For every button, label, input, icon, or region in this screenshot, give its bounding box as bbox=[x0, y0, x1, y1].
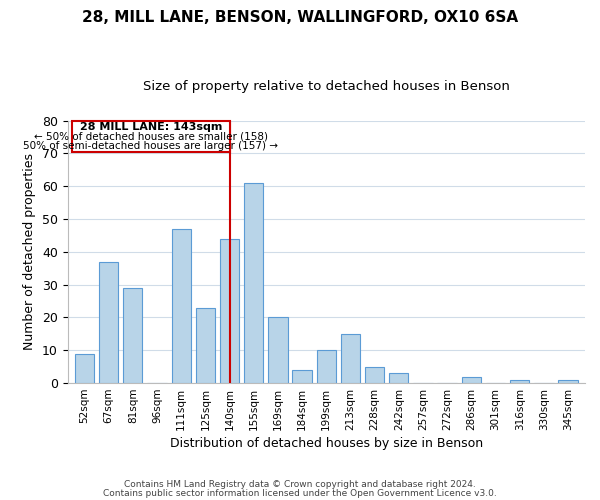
Bar bbox=[292, 370, 312, 383]
Text: Contains HM Land Registry data © Crown copyright and database right 2024.: Contains HM Land Registry data © Crown c… bbox=[124, 480, 476, 489]
Bar bbox=[389, 373, 409, 383]
Text: 28 MILL LANE: 143sqm: 28 MILL LANE: 143sqm bbox=[80, 122, 222, 132]
Y-axis label: Number of detached properties: Number of detached properties bbox=[23, 154, 36, 350]
FancyBboxPatch shape bbox=[73, 120, 230, 152]
Text: 28, MILL LANE, BENSON, WALLINGFORD, OX10 6SA: 28, MILL LANE, BENSON, WALLINGFORD, OX10… bbox=[82, 10, 518, 25]
Title: Size of property relative to detached houses in Benson: Size of property relative to detached ho… bbox=[143, 80, 510, 93]
Bar bbox=[196, 308, 215, 383]
Bar bbox=[341, 334, 360, 383]
X-axis label: Distribution of detached houses by size in Benson: Distribution of detached houses by size … bbox=[170, 437, 483, 450]
Bar bbox=[365, 366, 385, 383]
Bar bbox=[268, 318, 287, 383]
Bar bbox=[510, 380, 529, 383]
Bar bbox=[172, 229, 191, 383]
Bar bbox=[317, 350, 336, 383]
Bar bbox=[461, 376, 481, 383]
Bar bbox=[244, 183, 263, 383]
Bar bbox=[559, 380, 578, 383]
Text: ← 50% of detached houses are smaller (158): ← 50% of detached houses are smaller (15… bbox=[34, 132, 268, 141]
Bar bbox=[123, 288, 142, 383]
Text: Contains public sector information licensed under the Open Government Licence v3: Contains public sector information licen… bbox=[103, 489, 497, 498]
Text: 50% of semi-detached houses are larger (157) →: 50% of semi-detached houses are larger (… bbox=[23, 140, 278, 150]
Bar bbox=[220, 238, 239, 383]
Bar bbox=[99, 262, 118, 383]
Bar bbox=[75, 354, 94, 383]
